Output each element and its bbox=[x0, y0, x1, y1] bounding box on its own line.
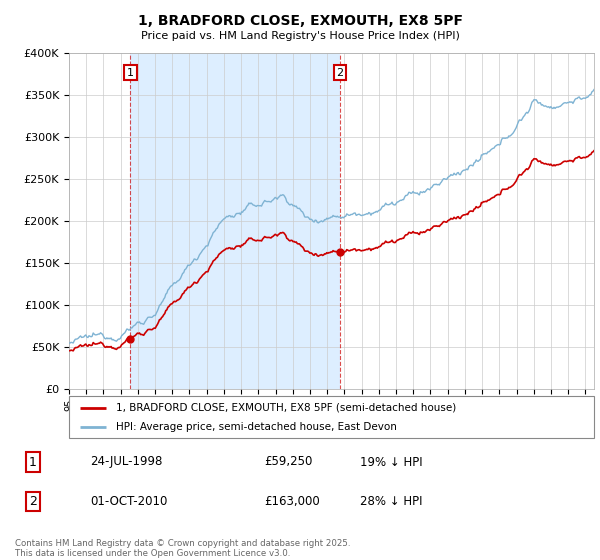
Text: 2: 2 bbox=[337, 68, 344, 77]
Bar bbox=[130, 53, 340, 389]
Text: Price paid vs. HM Land Registry's House Price Index (HPI): Price paid vs. HM Land Registry's House … bbox=[140, 31, 460, 41]
Text: £59,250: £59,250 bbox=[264, 455, 313, 469]
FancyBboxPatch shape bbox=[69, 396, 594, 438]
Text: HPI: Average price, semi-detached house, East Devon: HPI: Average price, semi-detached house,… bbox=[116, 422, 397, 432]
Text: £163,000: £163,000 bbox=[264, 494, 320, 508]
Text: 2: 2 bbox=[29, 494, 37, 508]
Text: 24-JUL-1998: 24-JUL-1998 bbox=[90, 455, 163, 469]
Text: 19% ↓ HPI: 19% ↓ HPI bbox=[360, 455, 422, 469]
Text: 28% ↓ HPI: 28% ↓ HPI bbox=[360, 494, 422, 508]
Text: 1, BRADFORD CLOSE, EXMOUTH, EX8 5PF: 1, BRADFORD CLOSE, EXMOUTH, EX8 5PF bbox=[137, 14, 463, 28]
Text: 1: 1 bbox=[127, 68, 134, 77]
Text: 1, BRADFORD CLOSE, EXMOUTH, EX8 5PF (semi-detached house): 1, BRADFORD CLOSE, EXMOUTH, EX8 5PF (sem… bbox=[116, 403, 457, 413]
Text: 1: 1 bbox=[29, 455, 37, 469]
Text: 01-OCT-2010: 01-OCT-2010 bbox=[90, 494, 167, 508]
Text: Contains HM Land Registry data © Crown copyright and database right 2025.
This d: Contains HM Land Registry data © Crown c… bbox=[15, 539, 350, 558]
